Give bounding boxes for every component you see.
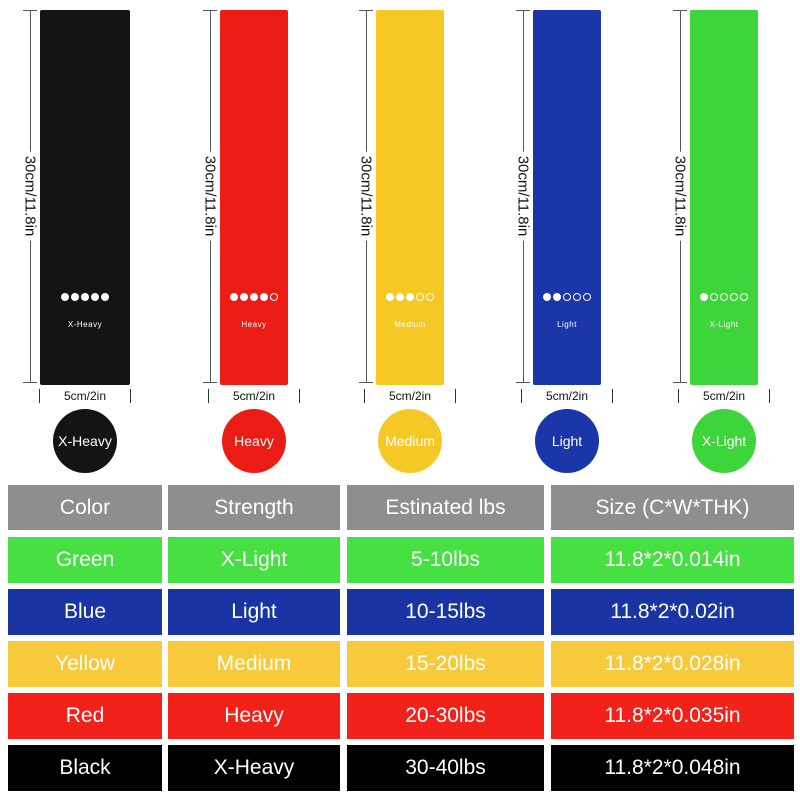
table-cell: 11.8*2*0.035in: [551, 693, 794, 739]
length-label: 30cm/11.8in: [21, 151, 39, 241]
strength-dot: [710, 293, 718, 301]
table-cell: 11.8*2*0.014in: [551, 537, 794, 583]
band-print-label: Heavy: [241, 320, 267, 329]
table-cell: 11.8*2*0.028in: [551, 641, 794, 687]
strength-dots: [690, 293, 758, 301]
table-cell: Black: [8, 745, 162, 791]
band-print-label: Medium: [394, 320, 426, 329]
strength-dot: [563, 293, 571, 301]
table-cell: Heavy: [168, 693, 340, 739]
strength-dot: [730, 293, 738, 301]
dimension-cap: [673, 10, 687, 11]
table-cell: Medium: [168, 641, 340, 687]
strength-dot: [71, 293, 79, 301]
strength-dot: [700, 293, 708, 301]
dimension-cap: [516, 10, 530, 11]
strength-badge: Light: [535, 409, 599, 473]
width-label: 5cm/2in: [521, 389, 613, 403]
strength-dot: [81, 293, 89, 301]
strength-dot: [250, 293, 258, 301]
table-cell: X-Light: [168, 537, 340, 583]
band-print-label: Light: [557, 320, 577, 329]
dimension-cap: [359, 10, 373, 11]
strength-dots: [533, 293, 601, 301]
dimension-cap: [203, 10, 217, 11]
resistance-band: Light: [533, 10, 601, 385]
width-label: 5cm/2in: [39, 389, 131, 403]
width-label: 5cm/2in: [364, 389, 456, 403]
table-cell: Green: [8, 537, 162, 583]
resistance-band: X-Light: [690, 10, 758, 385]
strength-dots: [220, 293, 288, 301]
strength-dot: [573, 293, 581, 301]
length-label: 30cm/11.8in: [514, 151, 532, 241]
table-header-cell: Strength: [168, 485, 340, 530]
table-cell: 10-15lbs: [347, 589, 544, 635]
strength-dot: [260, 293, 268, 301]
table-cell: 11.8*2*0.02in: [551, 589, 794, 635]
resistance-band: X-Heavy: [40, 10, 130, 385]
table-cell: 5-10lbs: [347, 537, 544, 583]
dimension-cap: [673, 382, 687, 383]
strength-dots: [40, 293, 130, 301]
dimension-cap: [23, 10, 37, 11]
table-header-cell: Estinated lbs: [347, 485, 544, 530]
band-print-label: X-Heavy: [67, 320, 103, 329]
strength-dot: [230, 293, 238, 301]
width-label: 5cm/2in: [678, 389, 770, 403]
table-cell: 20-30lbs: [347, 693, 544, 739]
strength-badge: Heavy: [222, 409, 286, 473]
table-cell: X-Heavy: [168, 745, 340, 791]
strength-dot: [61, 293, 69, 301]
length-label: 30cm/11.8in: [201, 151, 219, 241]
strength-badge: Medium: [378, 409, 442, 473]
strength-dot: [543, 293, 551, 301]
strength-dot: [270, 293, 278, 301]
band-print-label: X-Light: [709, 320, 739, 329]
strength-dot: [91, 293, 99, 301]
strength-badge: X-Light: [692, 409, 756, 473]
strength-dot: [396, 293, 404, 301]
width-label: 5cm/2in: [208, 389, 300, 403]
dimension-cap: [23, 382, 37, 383]
strength-dots: [376, 293, 444, 301]
strength-dot: [740, 293, 748, 301]
strength-dot: [386, 293, 394, 301]
table-cell: Yellow: [8, 641, 162, 687]
dimension-cap: [359, 382, 373, 383]
length-label: 30cm/11.8in: [671, 151, 689, 241]
strength-dot: [406, 293, 414, 301]
length-label: 30cm/11.8in: [357, 151, 375, 241]
strength-dot: [720, 293, 728, 301]
table-header-cell: Size (C*W*THK): [551, 485, 794, 530]
table-cell: 30-40lbs: [347, 745, 544, 791]
table-cell: Light: [168, 589, 340, 635]
strength-dot: [426, 293, 434, 301]
table-cell: 11.8*2*0.048in: [551, 745, 794, 791]
table-cell: Blue: [8, 589, 162, 635]
strength-dot: [240, 293, 248, 301]
strength-badge: X-Heavy: [53, 409, 117, 473]
resistance-band: Heavy: [220, 10, 288, 385]
table-cell: Red: [8, 693, 162, 739]
resistance-band: Medium: [376, 10, 444, 385]
strength-dot: [416, 293, 424, 301]
strength-dot: [553, 293, 561, 301]
strength-dot: [101, 293, 109, 301]
table-cell: 15-20lbs: [347, 641, 544, 687]
dimension-cap: [516, 382, 530, 383]
strength-dot: [583, 293, 591, 301]
dimension-cap: [203, 382, 217, 383]
table-header-cell: Color: [8, 485, 162, 530]
